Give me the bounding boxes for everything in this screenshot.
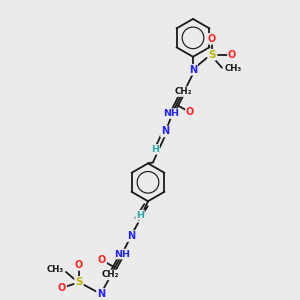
Text: N: N bbox=[161, 127, 169, 136]
Text: CH₃: CH₃ bbox=[47, 266, 64, 274]
Text: NH: NH bbox=[114, 250, 130, 259]
Text: N: N bbox=[189, 65, 197, 75]
Text: N: N bbox=[97, 289, 105, 299]
Text: CH₂: CH₂ bbox=[174, 87, 192, 96]
Text: O: O bbox=[228, 50, 236, 60]
Text: NH: NH bbox=[163, 109, 179, 118]
Text: H: H bbox=[136, 211, 144, 220]
Text: O: O bbox=[186, 106, 194, 117]
Text: O: O bbox=[75, 260, 83, 270]
Text: N: N bbox=[127, 231, 135, 241]
Text: O: O bbox=[98, 255, 106, 265]
Text: S: S bbox=[208, 50, 216, 60]
Text: CH₃: CH₃ bbox=[225, 64, 242, 73]
Text: CH₂: CH₂ bbox=[101, 270, 119, 279]
Text: H: H bbox=[151, 145, 159, 154]
Text: O: O bbox=[208, 34, 216, 44]
Text: S: S bbox=[75, 277, 83, 287]
Text: O: O bbox=[58, 283, 66, 293]
